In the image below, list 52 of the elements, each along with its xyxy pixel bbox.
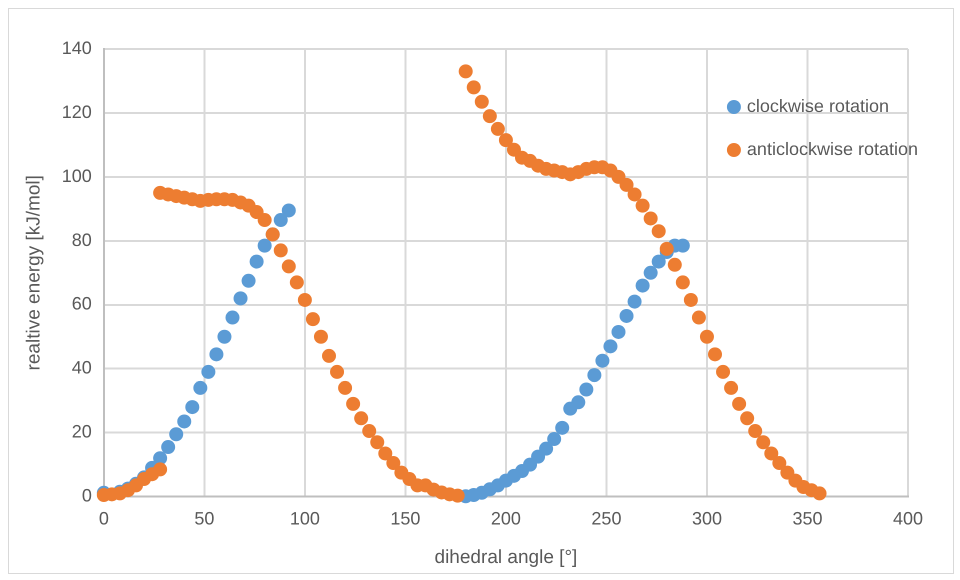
- point: [282, 203, 296, 218]
- y-tick-label: 0: [82, 486, 92, 506]
- point: [185, 400, 200, 414]
- point: [217, 330, 232, 344]
- x-tick-label: 250: [591, 508, 622, 528]
- x-tick-label: 50: [194, 508, 214, 528]
- y-tick-label: 120: [62, 102, 92, 122]
- x-tick-label: 300: [692, 508, 722, 528]
- y-axis-title: realtive energy [kJ/mol]: [24, 175, 45, 370]
- point: [258, 238, 272, 253]
- point: [571, 395, 586, 410]
- point: [628, 294, 642, 309]
- point: [652, 254, 666, 269]
- y-tick-label: 140: [62, 38, 92, 58]
- point: [612, 324, 626, 339]
- point: [587, 368, 602, 382]
- point: [250, 254, 264, 269]
- x-axis-title: dihedral angle [°]: [434, 546, 578, 568]
- x-tick-label: 350: [792, 508, 822, 528]
- point: [603, 339, 618, 354]
- point: [201, 364, 216, 379]
- point: [579, 382, 594, 396]
- point: [595, 354, 610, 368]
- y-tick-label: 100: [62, 166, 92, 186]
- point: [177, 414, 192, 428]
- point: [161, 440, 176, 454]
- y-tick-label: 80: [72, 230, 92, 250]
- y-tick-label: 20: [72, 422, 92, 442]
- x-tick-label: 150: [390, 508, 420, 528]
- point: [274, 213, 288, 228]
- y-tick-label: 60: [72, 294, 92, 314]
- point: [523, 458, 538, 472]
- point: [234, 291, 248, 306]
- point: [169, 427, 184, 442]
- point: [555, 420, 570, 435]
- point: [620, 308, 634, 323]
- legend-label: clockwise rotation: [746, 96, 889, 116]
- y-tick-label: 40: [72, 358, 92, 378]
- point: [242, 274, 256, 288]
- legend-label: anticlockwise rotation: [746, 138, 918, 159]
- x-tick-label: 0: [98, 508, 109, 528]
- point: [226, 310, 240, 325]
- point: [636, 278, 650, 293]
- point: [209, 347, 224, 362]
- point: [539, 442, 554, 456]
- point: [644, 266, 658, 280]
- x-tick-label: 200: [490, 508, 521, 528]
- x-tick-label: 100: [290, 508, 320, 528]
- point: [193, 380, 208, 395]
- point: [547, 432, 562, 446]
- x-tick-label: 400: [892, 508, 924, 528]
- point: [531, 450, 546, 464]
